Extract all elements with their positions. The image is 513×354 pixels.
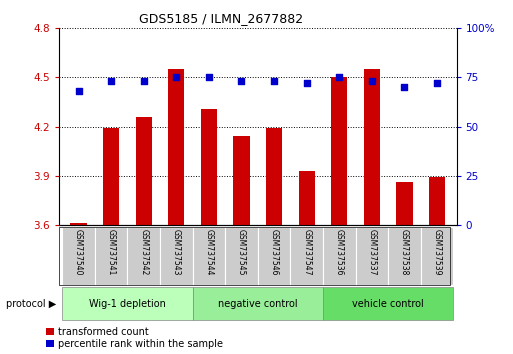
- Point: [433, 80, 441, 86]
- Bar: [95, 227, 127, 285]
- Bar: [331, 78, 347, 225]
- Bar: [135, 117, 152, 225]
- Point: [238, 79, 246, 84]
- Bar: [192, 287, 323, 320]
- Bar: [429, 177, 445, 225]
- Bar: [160, 227, 192, 285]
- Text: GSM737540: GSM737540: [74, 229, 83, 276]
- Point: [205, 75, 213, 80]
- Point: [270, 79, 278, 84]
- Text: GSM737538: GSM737538: [400, 229, 409, 276]
- Point: [335, 75, 343, 80]
- Bar: [192, 227, 225, 285]
- Bar: [356, 227, 388, 285]
- Bar: [168, 69, 185, 225]
- Text: Wig-1 depletion: Wig-1 depletion: [89, 298, 166, 309]
- Bar: [233, 136, 250, 225]
- Point: [107, 79, 115, 84]
- Bar: [201, 109, 217, 225]
- Bar: [127, 227, 160, 285]
- Point: [74, 88, 83, 94]
- Point: [303, 80, 311, 86]
- Text: GSM737547: GSM737547: [302, 229, 311, 276]
- Bar: [323, 287, 453, 320]
- Bar: [225, 227, 258, 285]
- Text: GSM737539: GSM737539: [432, 229, 442, 276]
- Bar: [388, 227, 421, 285]
- Point: [368, 79, 376, 84]
- Bar: [258, 227, 290, 285]
- Point: [400, 84, 408, 90]
- Text: negative control: negative control: [218, 298, 298, 309]
- Text: GSM737546: GSM737546: [269, 229, 279, 276]
- Bar: [62, 227, 95, 285]
- Text: GSM737542: GSM737542: [139, 229, 148, 276]
- Bar: [421, 227, 453, 285]
- Point: [140, 79, 148, 84]
- Text: GSM737545: GSM737545: [237, 229, 246, 276]
- Bar: [103, 128, 120, 225]
- Text: GSM737541: GSM737541: [107, 229, 115, 276]
- Bar: [299, 171, 315, 225]
- Legend: transformed count, percentile rank within the sample: transformed count, percentile rank withi…: [46, 327, 223, 349]
- Text: GDS5185 / ILMN_2677882: GDS5185 / ILMN_2677882: [139, 12, 303, 25]
- Text: vehicle control: vehicle control: [352, 298, 424, 309]
- Text: GSM737536: GSM737536: [335, 229, 344, 276]
- Bar: [266, 128, 282, 225]
- Point: [172, 75, 181, 80]
- Bar: [396, 182, 412, 225]
- Bar: [364, 69, 380, 225]
- Bar: [70, 223, 87, 225]
- Text: GSM737537: GSM737537: [367, 229, 377, 276]
- Text: GSM737544: GSM737544: [204, 229, 213, 276]
- Bar: [323, 227, 356, 285]
- Text: GSM737543: GSM737543: [172, 229, 181, 276]
- Text: protocol ▶: protocol ▶: [6, 298, 56, 309]
- Bar: [290, 227, 323, 285]
- Bar: [62, 287, 192, 320]
